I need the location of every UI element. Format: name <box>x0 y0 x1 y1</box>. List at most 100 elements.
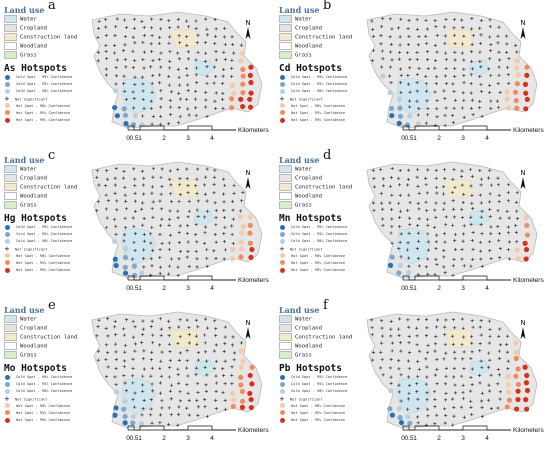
not-significant-point <box>407 256 411 260</box>
not-significant-point <box>397 390 401 394</box>
not-significant-point <box>426 67 430 71</box>
not-significant-point <box>158 81 162 85</box>
not-significant-point <box>203 341 207 345</box>
not-significant-point <box>186 57 190 61</box>
not-significant-point <box>214 398 218 403</box>
not-significant-point <box>106 365 110 369</box>
not-significant-point <box>487 341 491 345</box>
not-significant-point <box>150 350 154 354</box>
not-significant-point <box>380 65 384 69</box>
hotspot-legend-item: Hot Spot - 90% Confidence <box>4 253 114 260</box>
not-significant-point <box>141 97 145 102</box>
not-significant-point <box>444 318 448 322</box>
land-use-swatch <box>279 174 292 182</box>
not-significant-point <box>478 193 482 197</box>
not-significant-point <box>214 334 218 338</box>
not-significant-point <box>372 185 376 189</box>
hotspot-legend-label: Hot Spot - 99% Confidence <box>291 268 346 273</box>
not-significant-point <box>461 357 465 361</box>
not-significant-point <box>194 19 198 23</box>
not-significant-point <box>488 83 492 87</box>
not-significant-point <box>434 81 438 86</box>
not-significant-point <box>450 334 455 338</box>
not-significant-point <box>425 391 429 395</box>
not-significant-point <box>505 350 509 354</box>
not-significant-point <box>149 358 153 362</box>
land-use-title: Land use <box>4 305 45 315</box>
scale-tick-label: 0.5 <box>129 285 138 292</box>
hot-spot-point <box>240 358 246 364</box>
not-significant-point <box>177 405 181 409</box>
not-significant-point <box>479 359 483 363</box>
cold-spot-point <box>112 256 118 262</box>
not-significant-point <box>434 168 438 172</box>
not-significant-point <box>371 48 376 53</box>
not-significant-point <box>497 239 501 243</box>
land-use-swatch <box>279 351 292 359</box>
not-significant-point <box>221 97 225 102</box>
not-significant-point <box>470 341 474 345</box>
not-significant-point <box>158 381 162 385</box>
not-significant-point <box>213 201 217 205</box>
not-significant-point <box>444 106 448 110</box>
not-significant-point <box>123 185 127 189</box>
not-significant-point <box>498 256 502 260</box>
not-significant-point <box>480 399 484 403</box>
hotspot-legend-label: Cold Spot - 90% Confidence <box>291 239 348 244</box>
not-significant-point <box>453 357 457 361</box>
not-significant-point <box>460 247 464 252</box>
hotspot-legend-label: Hot Spot - 99% Confidence <box>16 118 71 123</box>
hot-spot-point <box>515 388 521 394</box>
not-significant-point <box>123 18 127 22</box>
not-significant-point <box>142 192 146 196</box>
not-significant-point <box>388 17 392 21</box>
hotspot-title: Mo Hotspots <box>4 363 67 374</box>
land-use-item: Grass <box>279 51 389 60</box>
not-significant-point <box>498 390 502 394</box>
not-significant-point <box>407 375 411 379</box>
not-significant-point <box>214 381 218 385</box>
not-significant-point <box>462 224 466 228</box>
scale-tick-label: 0 <box>401 435 405 442</box>
cold-spot-point <box>405 413 411 420</box>
not-significant-point <box>398 317 402 321</box>
not-significant-point <box>416 359 420 364</box>
not-significant-point <box>406 183 410 187</box>
not-significant-point <box>187 413 191 417</box>
land-use-label: Cropland <box>20 325 47 332</box>
not-significant-point <box>230 224 234 228</box>
not-significant-point <box>478 240 483 244</box>
hot-spot-point <box>230 246 236 252</box>
not-significant-point <box>122 74 126 78</box>
hot-spot-point <box>247 372 253 379</box>
cold-spot-point <box>388 388 394 394</box>
not-significant-point <box>507 216 511 220</box>
study-area-map <box>366 11 538 129</box>
not-significant-point <box>432 225 437 230</box>
not-significant-point <box>443 333 447 337</box>
not-significant-point <box>370 333 374 337</box>
not-significant-point <box>398 183 402 187</box>
hotspot-legend-item: Hot Spot - 99% Confidence <box>4 117 114 124</box>
not-significant-point <box>214 359 218 363</box>
circle-icon <box>280 403 285 409</box>
not-significant-point <box>417 106 421 111</box>
not-significant-point <box>424 334 429 338</box>
not-significant-point <box>435 367 439 372</box>
not-significant-point <box>212 182 216 187</box>
not-significant-point <box>185 73 189 78</box>
land-use-item: Woodland <box>4 342 114 351</box>
water-body <box>396 377 432 415</box>
scale-tick-label: 1 <box>413 135 417 142</box>
not-significant-point <box>370 19 374 23</box>
not-significant-point <box>140 223 145 227</box>
not-significant-point <box>132 224 136 229</box>
hot-spot-point <box>231 397 237 403</box>
hot-spot-point <box>515 72 521 78</box>
not-significant-point <box>426 343 430 347</box>
circle-icon <box>280 417 285 423</box>
not-significant-point <box>187 209 191 213</box>
not-significant-point <box>140 340 144 345</box>
not-significant-point <box>470 50 474 54</box>
not-significant-point <box>222 374 226 378</box>
